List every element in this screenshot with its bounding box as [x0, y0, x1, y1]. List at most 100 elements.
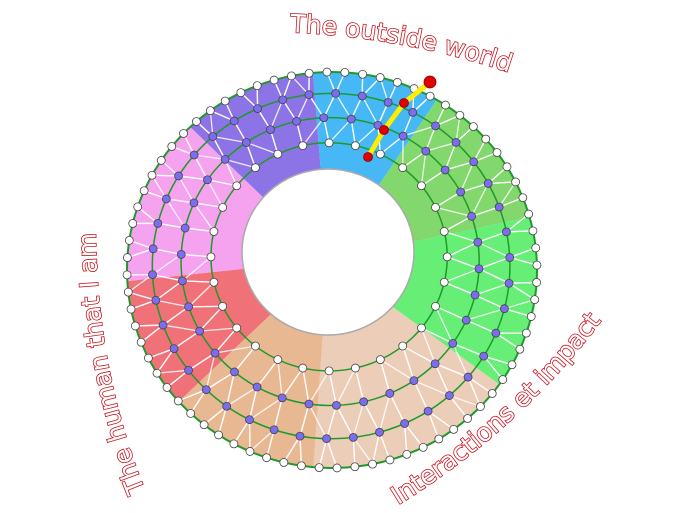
mesh-line [328, 370, 338, 406]
mesh-line [446, 241, 479, 258]
mesh-line [249, 429, 275, 452]
boundary-node [251, 163, 260, 173]
mesh-line [249, 397, 283, 421]
boundary-node [515, 344, 525, 354]
boundary-node [206, 252, 216, 262]
mesh-line [335, 367, 356, 406]
inner-node [220, 154, 230, 164]
boundary-node [123, 253, 132, 262]
boundary-node [441, 100, 450, 110]
inner-node [383, 97, 393, 107]
mesh-line [203, 405, 228, 426]
boundary-node [252, 81, 262, 91]
mesh-line [224, 159, 238, 187]
inner-node [448, 338, 458, 348]
boundary-node [143, 353, 153, 363]
mesh-line [194, 154, 226, 161]
mesh-line [483, 355, 504, 380]
ring-line [180, 116, 480, 407]
boundary-node [273, 149, 283, 159]
boundary-node [439, 227, 449, 236]
inner-node [169, 344, 179, 353]
inner-node [252, 382, 262, 392]
mesh-line [354, 124, 379, 147]
mesh-line [277, 359, 283, 398]
mesh-line [148, 347, 175, 359]
inner-node [269, 425, 279, 435]
mesh-line [166, 198, 195, 204]
mesh-line [460, 161, 475, 193]
inner-node [229, 116, 239, 126]
inner-node [469, 157, 479, 167]
mesh-line [226, 386, 258, 407]
mesh-line [173, 330, 200, 350]
boundary-node [498, 375, 508, 384]
inner-node [359, 397, 369, 407]
inner-node [331, 88, 341, 98]
mesh-line [226, 371, 236, 407]
boundary-node [199, 420, 209, 430]
boundary-node [314, 463, 324, 473]
mesh-line [402, 150, 427, 169]
inner-node [483, 179, 493, 188]
inner-node [491, 328, 501, 338]
mesh-line [498, 181, 517, 208]
boundary-node [126, 304, 136, 314]
mesh-line [299, 403, 310, 437]
boundary-node [417, 323, 426, 333]
boundary-node [287, 71, 296, 81]
boundary-node [209, 277, 219, 287]
mesh-line [444, 268, 480, 283]
mesh-line [488, 181, 516, 185]
inner-node [304, 399, 314, 409]
mesh-line [199, 305, 224, 332]
inner-node [440, 165, 450, 175]
mesh-line [354, 367, 365, 402]
mesh-line [155, 280, 183, 301]
inner-node [161, 194, 171, 204]
mesh-line [467, 376, 482, 407]
boundary-node [298, 141, 308, 151]
mesh-line [165, 198, 186, 229]
inner-node [474, 264, 484, 274]
boundary-node [236, 88, 246, 98]
mesh-line [162, 324, 200, 332]
inner-node [456, 187, 466, 197]
highlighted-path [363, 75, 437, 162]
mesh-line [181, 256, 212, 282]
mesh-line [434, 363, 450, 396]
boundary-node [492, 148, 502, 157]
mesh-line [217, 406, 228, 436]
inner-node [505, 253, 515, 262]
boundary-node [262, 453, 272, 463]
mesh-line [214, 345, 256, 354]
boundary-node [214, 430, 223, 440]
boundary-node [130, 321, 140, 331]
mesh-line [135, 324, 164, 327]
mesh-line [434, 306, 454, 344]
mesh-line [153, 248, 182, 255]
mesh-line [466, 308, 505, 321]
nodes [122, 67, 542, 473]
path-node [399, 98, 409, 108]
mesh-line [435, 206, 472, 217]
inner-node [473, 237, 483, 247]
mesh-line [509, 256, 538, 266]
mesh-line [246, 141, 279, 155]
mesh-line [363, 401, 381, 433]
boundary-node [232, 181, 242, 191]
mesh-line [323, 93, 337, 119]
mesh-line [212, 135, 247, 144]
mesh-line [404, 423, 424, 448]
mesh-line [443, 281, 476, 296]
boundary-node [431, 301, 440, 311]
mesh-line [435, 191, 461, 208]
inner-node [461, 315, 471, 325]
mesh-line [427, 410, 440, 440]
mesh-line [128, 291, 157, 301]
mesh-line [508, 282, 536, 301]
boundary-node [124, 236, 134, 245]
boundary-node [425, 91, 435, 101]
mesh-line [478, 268, 510, 284]
